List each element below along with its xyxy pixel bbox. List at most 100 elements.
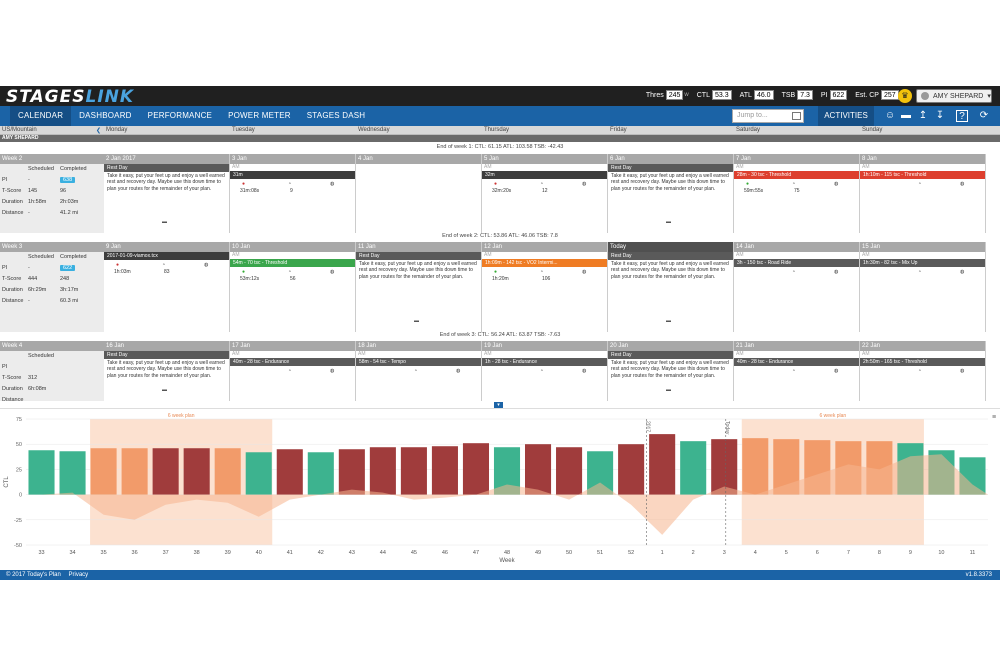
workout-bar[interactable]: 58m - 54 tsc - Tempo [356,358,481,366]
stat-label: ATL [739,91,752,99]
am-label: AM [484,252,492,258]
tab-calendar[interactable]: CALENDAR [10,106,72,126]
workout-bar[interactable]: 3h - 150 tsc - Road Ride [734,259,859,267]
calendar-icon[interactable] [792,112,801,120]
timer-icon: ◔ [918,368,922,374]
day-cell[interactable]: 11 Jan Rest Day Take it easy, put your fee… [356,242,482,332]
user-name: AMY SHEPARD [933,92,984,100]
stat-value[interactable]: 46.0 [753,90,774,100]
tab-performance[interactable]: PERFORMANCE [147,111,213,120]
x-tick-label: 41 [287,550,293,556]
tscore-value: 75 [794,188,800,194]
day-cell[interactable]: 15 Jan AM 1h:30m - 82 tsc - Mix Up ◔ ◍ [860,242,986,332]
day-cell[interactable]: 12 Jan AM 1h:09m - 142 tsc - VO2 Intermi..… [482,242,608,332]
athlete-stats: Thres 245 w CTL 53.3 ATL 46.0 TSB 7.3 PI 622 Est. C… [638,90,904,100]
smile-icon[interactable]: ☺ [884,110,896,121]
day-cell[interactable]: 18 Jan AM 58m - 54 tsc - Tempo ◔ ◍ [356,341,482,401]
stat-value[interactable]: 53.3 [711,90,732,100]
day-cell[interactable]: 7 Jan AM 28m - 30 tsc - Threshold ● ◔ ◍ 59m:55… [734,154,860,233]
activities-button[interactable]: ACTIVITIES [818,106,874,126]
stat-value[interactable]: 245 [665,90,684,100]
workout-bar[interactable]: 54m - 70 tsc - Threshold [230,259,355,267]
timezone-label[interactable]: US/Mountain [2,127,37,133]
user-menu-button[interactable]: AMY SHEPARD ▾ [916,89,992,103]
day-cell[interactable]: 8 Jan AM 1h:10m - 115 tsc - Threshold ◔ ◍ [860,154,986,233]
rest-day-note: Take it easy, put your feet up and enjoy… [359,261,477,280]
day-cell[interactable]: 3 Jan AM 31m ● ◔ ◍ 31m:08s 9 [230,154,356,233]
summary-completed: 2h:03m [60,199,79,205]
day-cell[interactable]: 10 Jan AM 54m - 70 tsc - Threshold ● ◔ ◍ 53m:1… [230,242,356,332]
day-cell[interactable]: 20 Jan Rest Day Take it easy, put your fee… [608,341,734,401]
tab-stages-dash[interactable]: STAGES DASH [306,111,366,120]
stat-value[interactable]: 7.3 [797,90,813,100]
workout-bar[interactable]: 1h - 28 tsc - Endurance [482,358,607,366]
stat-value[interactable]: 257 [880,90,899,100]
crown-icon[interactable]: ♛ [898,89,912,103]
stat-atl: ATL 46.0 [740,90,774,100]
day-cell[interactable]: Today Rest Day Take it easy, put your feet… [608,242,734,332]
workout-bar[interactable]: Rest Day [104,164,229,172]
download-icon[interactable]: ↧ [935,110,945,121]
day-cell[interactable]: 9 Jan 2017-01-09-viamox.tcx ● ◔ ◍ 1h:03m 83 [104,242,230,332]
calendar-day-header: US/Mountain ❮ Monday Tuesday Wednesday Thur… [0,126,1000,135]
day-cell[interactable]: 22 Jan AM 2h:50m - 165 tsc - Threshold ◔ ◍ [860,341,986,401]
day-cell[interactable]: 2 Jan 2017 Rest Day Take it easy, put your… [104,154,230,233]
workout-bar[interactable]: Rest Day [608,252,733,260]
help-icon[interactable]: ? [956,110,968,122]
ctl-bar [307,452,334,495]
day-cell[interactable]: 19 Jan AM 1h - 28 tsc - Endurance ◔ ◍ [482,341,608,401]
workout-bar[interactable]: 2017-01-09-viamox.tcx [104,252,229,260]
jump-to-input[interactable]: Jump to... [732,109,804,123]
workout-bar[interactable]: 1h:30m - 82 tsc - Mix Up [860,259,985,267]
ctl-bar [711,439,738,495]
summary-label: Duration [2,386,23,392]
app-logo[interactable]: STAGESLINK [6,87,135,107]
tab-power-meter[interactable]: POWER METER [228,111,291,120]
stat-label: TSB [781,91,796,99]
collapse-toggle-icon[interactable]: ▾ [494,402,503,408]
tab-dashboard[interactable]: DASHBOARD [79,111,132,120]
workout-bar[interactable]: Rest Day [608,164,733,172]
day-date: 15 Jan [860,242,985,252]
day-date: 9 Jan [104,242,229,252]
day-cell[interactable]: 16 Jan Rest Day Take it easy, put your fee… [104,341,230,401]
stat-value[interactable]: 622 [829,90,848,100]
day-cell[interactable]: 6 Jan Rest Day Take it easy, put your feet… [608,154,734,233]
x-tick-label: 39 [225,550,231,556]
workout-metrics: ● ◔ ◍ 1h:20m 106 [482,267,607,283]
workout-bar[interactable]: 31m [230,171,355,179]
chevron-left-icon[interactable]: ❮ [96,128,102,134]
summary-completed: Completed [60,166,87,172]
workout-bar[interactable]: 28m - 30 tsc - Threshold [734,171,859,179]
workout-bar[interactable]: 32m [482,171,607,179]
upload-icon[interactable]: ↥ [918,110,928,121]
workout-bar[interactable]: Rest Day [356,252,481,260]
ctl-bar [90,448,117,495]
workout-bar[interactable]: Rest Day [104,351,229,359]
day-cell[interactable]: 4 Jan [356,154,482,233]
workout-bar[interactable]: Rest Day [608,351,733,359]
day-date: 19 Jan [482,341,607,351]
day-cell[interactable]: 5 Jan AM 32m ● ◔ ◍ 32m:20s 12 [482,154,608,233]
workout-bar[interactable]: 1h:09m - 142 tsc - VO2 Intermi... [482,259,607,267]
day-cell[interactable]: 21 Jan AM 40m - 28 tsc - Endurance ◔ ◍ [734,341,860,401]
refresh-icon[interactable]: ⟳ [979,110,989,121]
summary-completed: 60.3 mi [60,298,79,304]
privacy-link[interactable]: Privacy [68,572,89,578]
day-header-friday: Friday [610,127,627,133]
workout-bar[interactable]: 2h:50m - 165 tsc - Threshold [860,358,985,366]
week-row: Week 4 Scheduled PI T-Score 312 Duration 6h:08… [0,341,1000,403]
day-cell[interactable]: 17 Jan AM 40m - 28 tsc - Endurance ◔ ◍ [230,341,356,401]
summary-label: Duration [2,199,23,205]
workout-bar[interactable]: 40m - 28 tsc - Endurance [734,358,859,366]
summary-label: Distance [2,397,24,403]
day-cell[interactable]: 14 Jan AM 3h - 150 tsc - Road Ride ◔ ◍ [734,242,860,332]
folder-icon[interactable]: ▬ [901,110,911,121]
ctl-bar [276,449,303,495]
workout-bar[interactable]: 1h:10m - 115 tsc - Threshold [860,171,985,179]
plan-band [90,419,273,545]
workout-metrics: ● ◔ ◍ 31m:08s 9 [230,179,355,195]
x-tick-label: 36 [132,550,138,556]
workout-bar[interactable]: 40m - 28 tsc - Endurance [230,358,355,366]
ctl-bar [214,448,241,495]
